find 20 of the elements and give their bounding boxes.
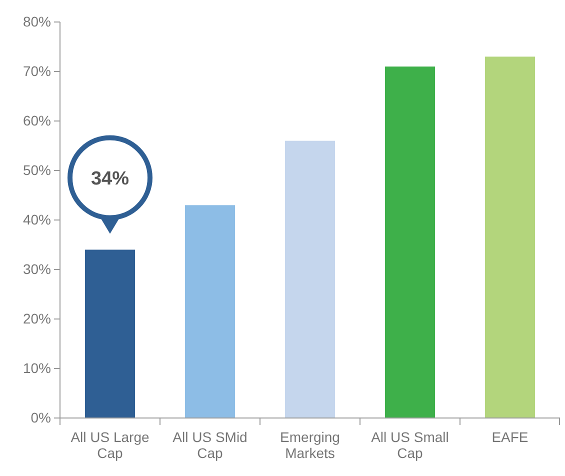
x-tick-label: All US Large Cap: [70, 429, 150, 461]
bar: [385, 66, 435, 418]
y-tick-label: 60%: [22, 112, 51, 128]
y-tick-label: 20%: [22, 310, 51, 326]
x-tick-label: All US SMid Cap: [172, 429, 248, 461]
bar: [85, 250, 135, 418]
x-tick-label: EAFE: [492, 429, 528, 445]
bar: [285, 140, 335, 418]
data-label: 34%: [90, 168, 130, 190]
x-tick-label: All US Small Cap: [371, 429, 449, 461]
x-tick-label: Emerging Markets: [280, 429, 340, 461]
y-tick-label: 30%: [22, 260, 51, 277]
y-tick-label: 80%: [22, 13, 51, 30]
y-tick-label: 0%: [30, 409, 51, 426]
y-tick-label: 70%: [22, 62, 51, 79]
y-tick-label: 40%: [22, 211, 51, 228]
y-tick-label: 10%: [22, 360, 51, 376]
bar: [185, 205, 235, 418]
y-tick-label: 50%: [22, 162, 51, 178]
bar: [485, 56, 535, 418]
